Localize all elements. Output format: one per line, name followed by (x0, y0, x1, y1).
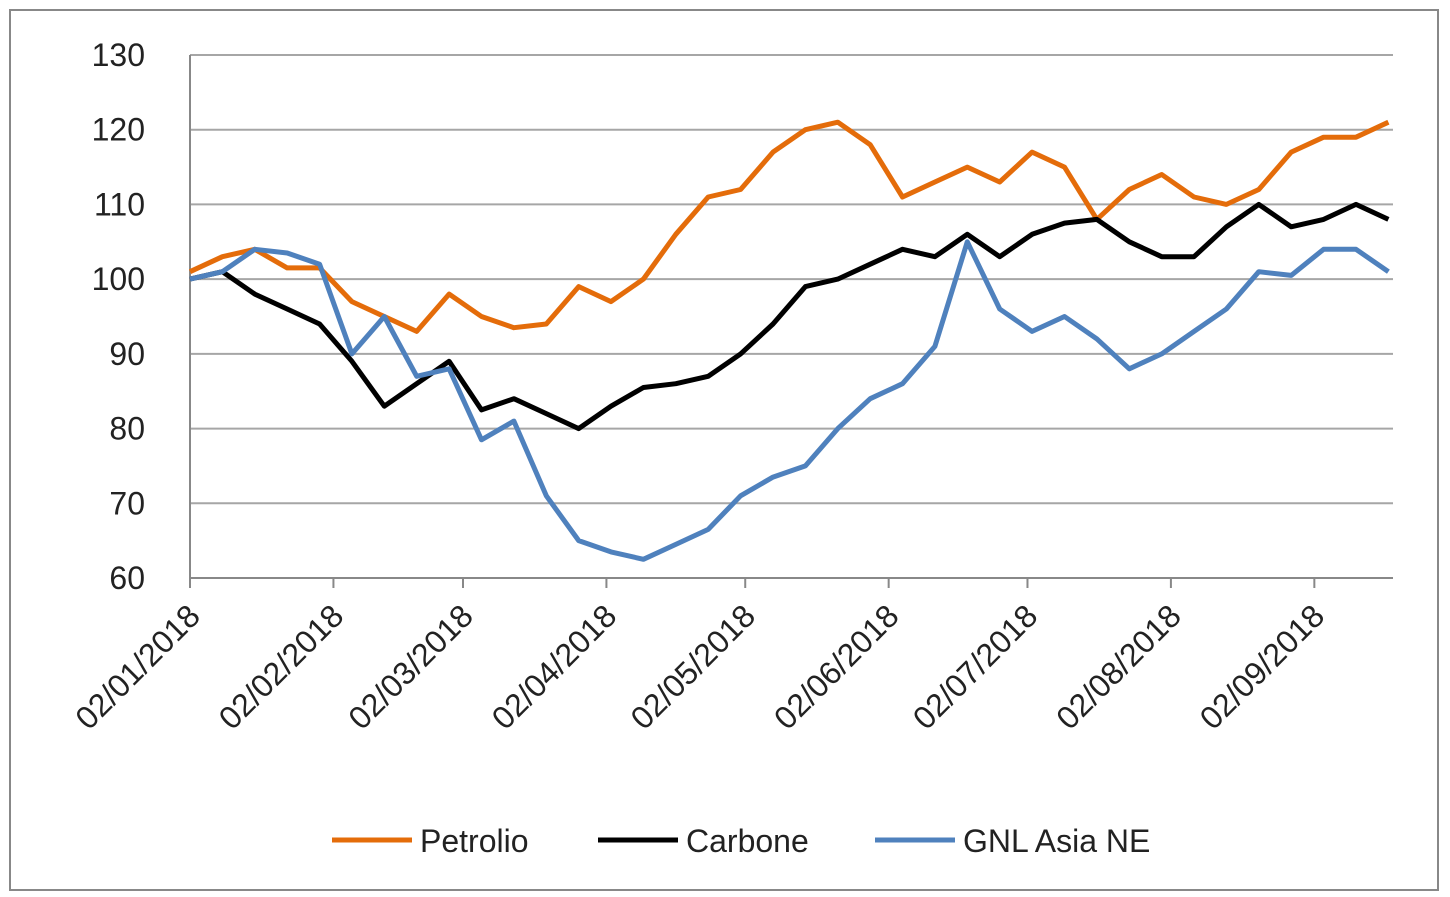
legend-label: GNL Asia NE (963, 823, 1150, 859)
y-tick-label: 90 (109, 336, 145, 372)
y-tick-label: 60 (109, 560, 145, 596)
y-tick-label: 110 (94, 186, 145, 222)
y-tick-label: 130 (92, 37, 145, 73)
series-line (188, 119, 1390, 334)
y-tick-label: 100 (92, 261, 145, 297)
series-line (189, 239, 1390, 562)
series-line (189, 201, 1390, 432)
y-tick-label: 120 (92, 112, 145, 148)
legend-label: Petrolio (420, 823, 529, 859)
y-tick-label: 70 (109, 485, 145, 521)
y-tick-label: 80 (109, 411, 145, 447)
chart-frame (9, 9, 1439, 891)
legend-label: Carbone (686, 823, 809, 859)
